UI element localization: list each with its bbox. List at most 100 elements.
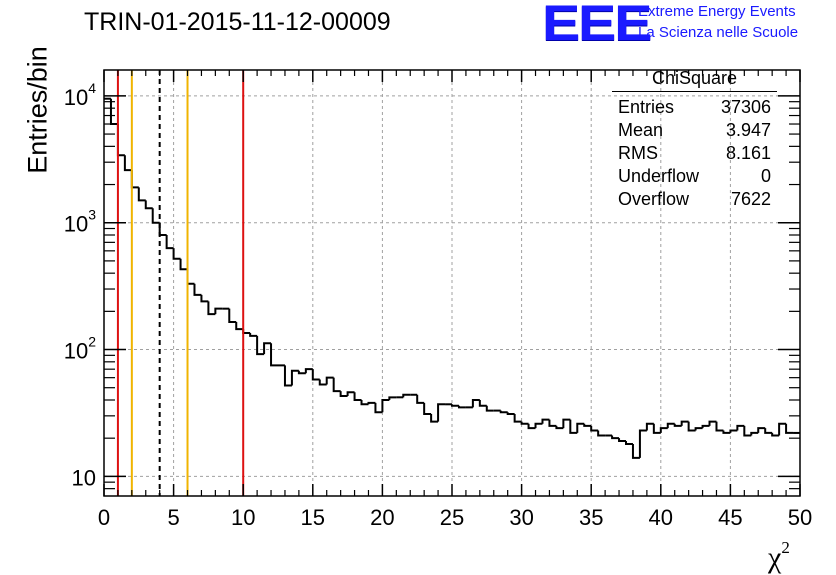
histogram-bin (283, 365, 292, 387)
histogram-bin (618, 438, 626, 443)
histogram-bin (708, 420, 717, 426)
stats-row-underflow: Underflow 0 (612, 165, 777, 188)
histogram-bin (367, 401, 376, 405)
histogram-bin (485, 405, 494, 412)
stats-row-mean: Mean 3.947 (612, 119, 777, 142)
stats-value: 0 (760, 166, 771, 186)
x-tick-label: 35 (579, 505, 603, 530)
stats-label: Mean (618, 120, 664, 140)
stats-value: 8.161 (725, 143, 771, 163)
y-tick-label: 102 (64, 334, 96, 364)
x-axis-label: χ2 (768, 538, 790, 575)
histogram-bin (207, 301, 216, 316)
histogram-bin (249, 333, 258, 337)
histogram-bin (562, 418, 571, 429)
histogram-bin (297, 370, 306, 375)
histogram-bin (416, 394, 425, 404)
x-tick-label: 0 (98, 505, 110, 530)
x-axis-label-base: χ (768, 541, 782, 574)
eee-logo: EEE (542, 0, 652, 51)
axis-ticks (103, 70, 801, 496)
histogram-bin (311, 369, 320, 381)
plot-frame (103, 69, 801, 497)
histogram-bin (256, 335, 265, 356)
logo-line-2: La Scienza nelle Scuole (638, 24, 799, 41)
histogram-bin (534, 422, 543, 429)
histogram-bin (666, 422, 675, 429)
histogram-bin (193, 283, 202, 296)
histogram-bin (513, 414, 522, 423)
histogram-bin (631, 443, 640, 459)
x-tick-label: 5 (167, 505, 179, 530)
histogram-bin (144, 200, 153, 210)
histogram-bin (151, 208, 160, 224)
histogram-bin (172, 248, 181, 260)
histogram-bin (645, 422, 654, 431)
histogram-bin (576, 422, 585, 433)
histogram-bin (687, 421, 696, 432)
histogram-bin (743, 425, 752, 437)
stats-box: ChiSquare Entries 37306 Mean 3.947 RMS 8… (612, 68, 777, 211)
histogram-bin (353, 392, 362, 401)
histogram-bin (318, 379, 327, 386)
tick-labels: 0 5 10 15 20 25 30 35 40 45 50 10 102 103 104 (64, 80, 813, 530)
histogram-bin (332, 377, 341, 393)
histogram-bin (325, 376, 334, 385)
x-tick-label: 50 (788, 505, 812, 530)
x-tick-label: 15 (301, 505, 325, 530)
stats-value: 37306 (720, 97, 771, 117)
histogram-bin (346, 391, 355, 397)
histogram-bin (457, 405, 466, 409)
histogram-bin (715, 421, 724, 432)
y-axis-label: Entries/bin (22, 46, 53, 174)
histogram-bin (527, 423, 536, 430)
histogram-bin (778, 422, 787, 436)
stats-label: Entries (618, 97, 675, 117)
histogram-bin (242, 329, 251, 335)
histogram-bin (304, 368, 313, 374)
logo-line-1: Extreme Energy Events (638, 3, 796, 20)
stats-row-rms: RMS 8.161 (612, 142, 777, 165)
histogram-bin (659, 427, 668, 433)
histogram-bin (290, 369, 299, 386)
histogram-bin (235, 321, 244, 331)
stats-row-overflow: Overflow 7622 (612, 188, 777, 211)
histogram-bin (785, 423, 794, 434)
histogram-bin (590, 425, 599, 432)
histogram-bin (214, 307, 223, 315)
x-tick-label: 20 (370, 505, 394, 530)
histogram-bin (764, 428, 773, 434)
y-tick-label: 103 (64, 207, 96, 237)
reference-lines (116, 70, 245, 496)
stats-label: Underflow (618, 166, 700, 186)
histogram-bin (680, 420, 689, 426)
y-tick-label: 104 (64, 80, 96, 110)
histogram-bin (137, 187, 146, 202)
histogram-bin (638, 429, 647, 458)
x-tick-label: 45 (718, 505, 742, 530)
chart-title: TRIN-01-2015-11-12-00009 (84, 8, 391, 36)
histogram-bin (116, 124, 125, 157)
histogram-bin (729, 429, 738, 433)
stats-title: ChiSquare (612, 68, 777, 92)
histogram-bin (722, 430, 731, 434)
histogram-bin (109, 98, 118, 126)
x-tick-label: 10 (231, 505, 255, 530)
histogram-bin (771, 432, 780, 437)
histogram-bin (673, 423, 682, 427)
histogram-bin (694, 427, 703, 431)
histogram-bin (652, 423, 661, 434)
histogram-bin (520, 421, 529, 425)
histogram-bin (339, 391, 348, 398)
histogram-bin (270, 343, 278, 367)
histogram-bin (158, 222, 167, 236)
histogram-bin (471, 399, 480, 408)
histogram-bin (402, 393, 411, 398)
histogram-bin (360, 400, 369, 406)
histogram-bin (548, 419, 557, 427)
histogram-bin (541, 418, 550, 424)
x-tick-label: 25 (440, 505, 464, 530)
histogram-bin (179, 258, 188, 271)
stats-row-entries: Entries 37306 (612, 96, 777, 119)
histogram-bin (451, 404, 459, 407)
